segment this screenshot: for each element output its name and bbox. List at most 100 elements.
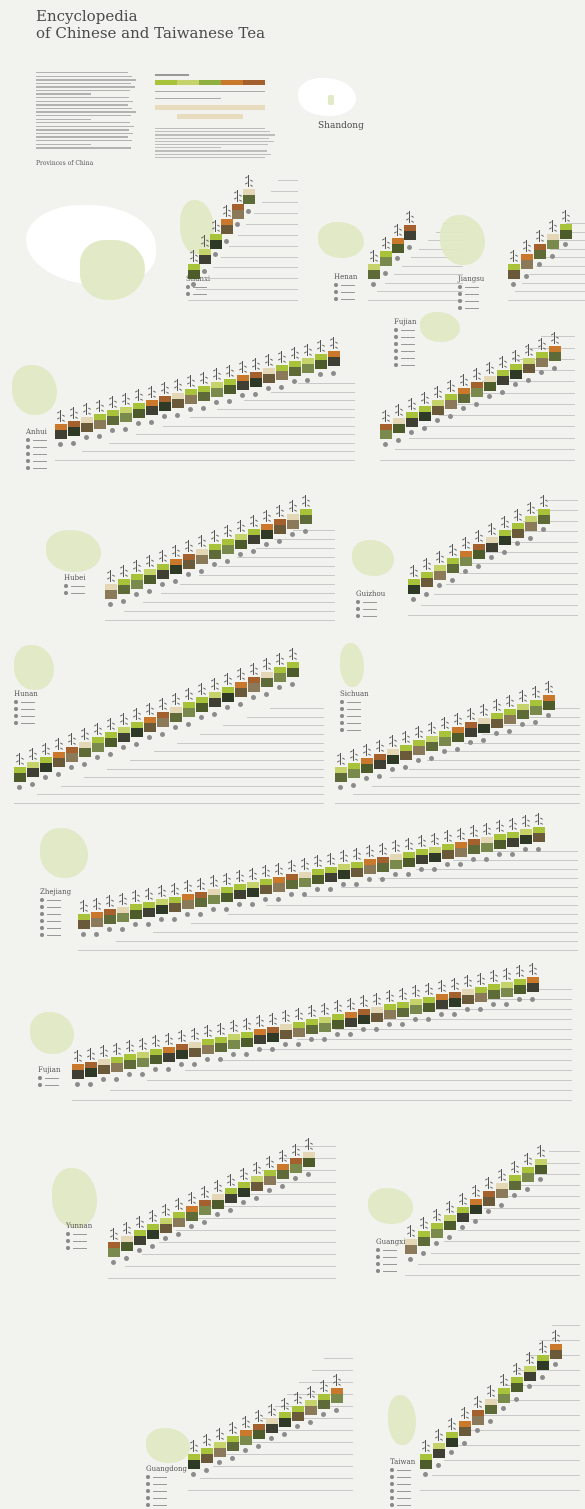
- grid-line: [353, 794, 580, 795]
- grid-line: [190, 923, 578, 924]
- grid-line: [278, 180, 298, 181]
- grid-line: [523, 1173, 580, 1175]
- tea-sample: [455, 827, 467, 868]
- grid-line: [536, 265, 585, 267]
- tea-sample: [351, 847, 363, 888]
- tea-sample: [319, 1002, 331, 1043]
- grid-line: [431, 1252, 580, 1254]
- tea-sample: [400, 730, 412, 771]
- grid-line: [217, 408, 355, 410]
- tea-sample: [384, 990, 396, 1030]
- grid-line: [432, 1475, 580, 1476]
- grid-line: [515, 291, 585, 293]
- tea-sample: [199, 235, 211, 275]
- tea-sample: [538, 495, 550, 535]
- tea-sample: [208, 875, 220, 915]
- grid-line: [255, 548, 335, 549]
- grid-line: [463, 742, 580, 744]
- tea-sample: [483, 1177, 495, 1217]
- grid-line: [270, 191, 298, 192]
- grid-line: [299, 1382, 353, 1383]
- tea-sample: [418, 1217, 430, 1257]
- tea-sample: [547, 220, 559, 260]
- grid-line: [249, 1430, 353, 1431]
- tea-sample: [248, 515, 260, 555]
- grid-line: [200, 1478, 353, 1479]
- tea-sample: [530, 685, 542, 726]
- tea-sample: [134, 1216, 146, 1256]
- tea-sample: [423, 982, 435, 1023]
- province-name: Fujian: [38, 1066, 61, 1074]
- tea-sample: [225, 1174, 237, 1214]
- tea-sample: [79, 728, 91, 768]
- tea-sample: [419, 392, 431, 432]
- tea-sample: [286, 860, 298, 900]
- tea-sample: [527, 962, 539, 1003]
- tea-sample: [157, 550, 169, 590]
- grid-line: [297, 1039, 572, 1040]
- tea-sample: [374, 739, 386, 780]
- grid-line: [123, 611, 335, 612]
- tea-sample: [188, 250, 200, 290]
- tea-sample: [387, 735, 399, 775]
- grid-line: [420, 1490, 580, 1491]
- tea-sample: [253, 1410, 265, 1450]
- provinces-heading: Provinces of China: [36, 160, 94, 167]
- tea-sample: [549, 332, 561, 372]
- tea-sample: [279, 1398, 291, 1438]
- tea-sample: [209, 678, 221, 718]
- grid-line: [510, 1185, 580, 1186]
- grid-line: [222, 1059, 572, 1061]
- grid-line: [496, 1196, 580, 1197]
- tea-sample: [509, 1161, 521, 1201]
- tea-sample: [460, 537, 472, 577]
- tea-sample: [442, 830, 454, 870]
- tea-sample: [514, 965, 526, 1005]
- tea-sample: [202, 1025, 214, 1065]
- province-name: Hubei: [64, 574, 86, 582]
- tea-sample: [248, 663, 260, 703]
- intro-text-block: [36, 72, 136, 151]
- tea-sample: [393, 404, 405, 444]
- province-map: [368, 1188, 413, 1224]
- tea-sample: [176, 1030, 188, 1070]
- tea-sample: [416, 835, 428, 875]
- tea-sample: [81, 403, 93, 443]
- province-name: Guangxi: [376, 1238, 406, 1246]
- grid-line: [420, 604, 578, 606]
- tea-sample: [238, 1168, 250, 1208]
- grid-line: [108, 1278, 336, 1279]
- tea-sample: [404, 211, 416, 251]
- province-name: Zhejiang: [40, 888, 72, 896]
- tea-sample: [293, 1007, 305, 1048]
- grid-line: [72, 1100, 572, 1101]
- province-name: Yunnan: [66, 1222, 93, 1230]
- tea-sample: [232, 190, 244, 230]
- grid-line: [426, 759, 580, 761]
- province-legend: [64, 583, 85, 597]
- province-name: Anhui: [26, 428, 47, 436]
- grid-line: [142, 1254, 336, 1255]
- tea-sample: [117, 892, 129, 933]
- grid-line: [405, 1275, 580, 1276]
- tea-sample: [66, 733, 78, 773]
- grid-line: [468, 1430, 580, 1431]
- tea-sample: [289, 347, 301, 387]
- grid-line: [415, 869, 578, 870]
- grid-line: [453, 403, 575, 405]
- grid-line: [237, 1442, 353, 1443]
- tea-sample: [68, 406, 80, 447]
- tea-sample: [447, 544, 459, 584]
- tea-sample: [508, 250, 520, 290]
- tea-sample: [78, 900, 90, 940]
- grid-line: [161, 593, 335, 594]
- grid-line: [199, 575, 335, 576]
- tea-sample: [105, 570, 117, 610]
- tea-sample: [432, 386, 444, 426]
- tea-sample: [392, 224, 404, 264]
- tea-sample: [274, 653, 286, 693]
- tea-sample: [144, 703, 156, 743]
- grid-line: [540, 1340, 580, 1341]
- tea-sample: [472, 1396, 484, 1436]
- tea-sample: [446, 1418, 458, 1458]
